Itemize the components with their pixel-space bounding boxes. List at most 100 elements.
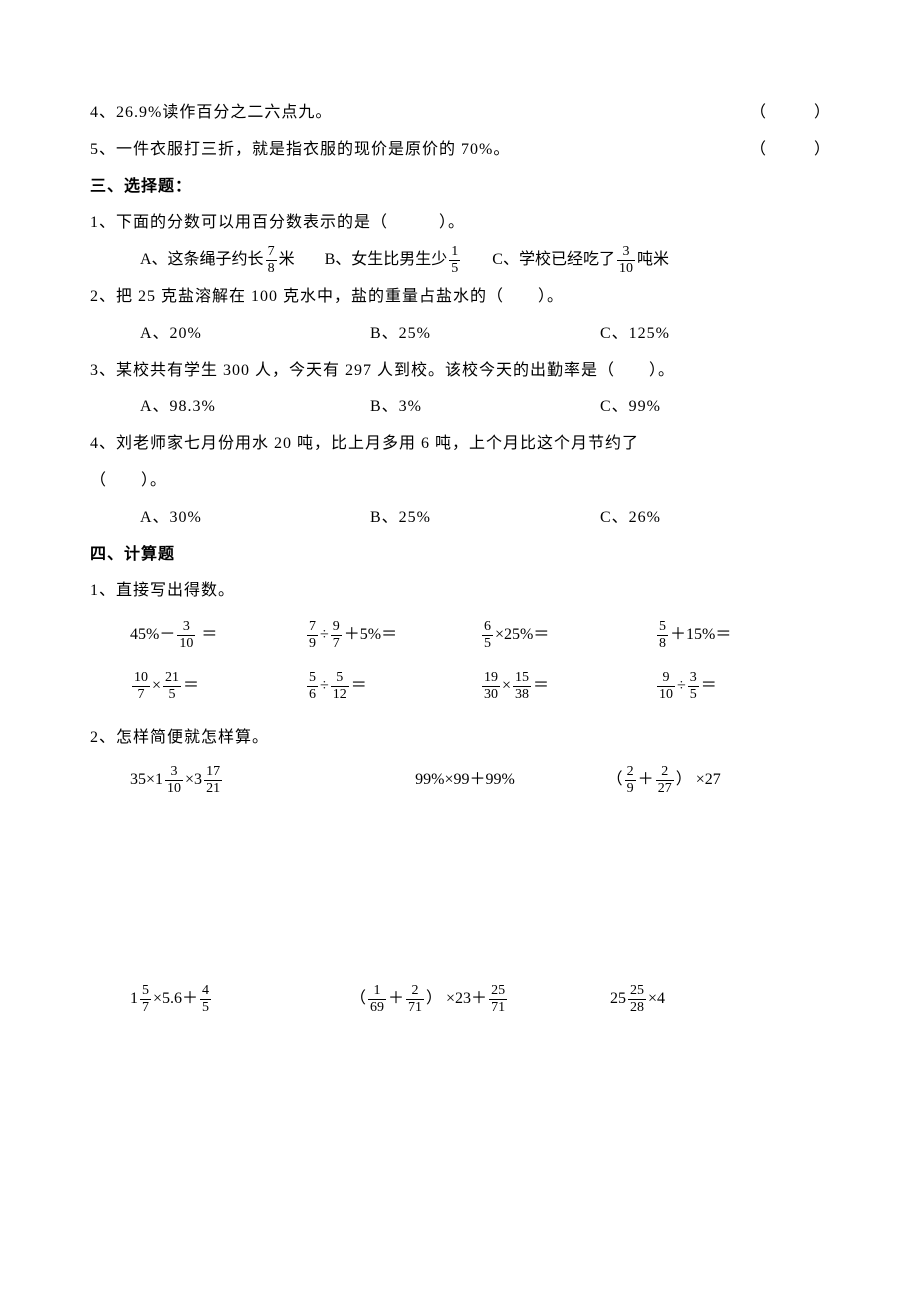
n: 5 <box>657 620 668 636</box>
optA-pre: A、这条绳子约长 <box>140 251 264 268</box>
optB-num: 1 <box>449 245 460 261</box>
optA-post: 米 <box>279 251 295 268</box>
sec4-sub2: 2、怎样简便就怎样算。 <box>90 720 830 757</box>
n: 21 <box>163 671 181 687</box>
d: 5 <box>200 1000 211 1015</box>
dr1-c: 65×25%＝ <box>480 610 655 661</box>
post: ＋5%＝ <box>344 626 397 643</box>
sec3-q4-options: A、30% B、25% C、26% <box>90 500 830 537</box>
direct-row2: 107×215＝ 56÷512＝ 1930×1538＝ 910÷35＝ <box>90 661 830 712</box>
dr1a-frac: 310 <box>175 620 197 651</box>
f1: 1930 <box>480 671 502 702</box>
sr2-b: （169＋271） ×23＋2571 <box>350 976 570 1015</box>
pre: （ <box>607 771 623 788</box>
sec3-q2-stem: 2、把 25 克盐溶解在 100 克水中，盐的重量占盐水的（ ）。 <box>90 279 830 316</box>
sec3-q2-B: B、25% <box>370 316 600 353</box>
pre: 1 <box>130 990 138 1007</box>
mid: ×5.6＋ <box>153 990 198 1007</box>
op: ÷ <box>320 677 329 694</box>
f2: 512 <box>329 671 351 702</box>
f3: 2571 <box>487 984 509 1015</box>
n: 2 <box>406 984 424 1000</box>
d: 71 <box>489 1000 507 1015</box>
dr2-c: 1930×1538＝ <box>480 661 655 712</box>
n: 3 <box>177 620 195 636</box>
n: 6 <box>482 620 493 636</box>
sec3-q1-optA: A、这条绳子约长78米 <box>140 242 295 279</box>
n: 1 <box>368 984 386 1000</box>
d: 5 <box>688 687 699 702</box>
f1: 107 <box>130 671 152 702</box>
optC-num: 3 <box>617 245 635 261</box>
f2: 97 <box>329 620 344 651</box>
post: ＝ <box>351 677 367 694</box>
n: 9 <box>657 671 675 687</box>
n: 10 <box>132 671 150 687</box>
n: 25 <box>628 984 646 1000</box>
n: 5 <box>307 671 318 687</box>
dr2-b: 56÷512＝ <box>305 661 480 712</box>
op: ÷ <box>320 626 329 643</box>
optB-pre: B、女生比男生少 <box>325 251 448 268</box>
sec3-q3-A: A、98.3% <box>140 389 370 426</box>
optB-frac: 15 <box>447 245 462 276</box>
post: ＝ <box>701 677 717 694</box>
dr1-d: 58＋15%＝ <box>655 610 830 661</box>
f2: 215 <box>161 671 183 702</box>
sec3-q4-stem1: 4、刘老师家七月份用水 20 吨，比上月多用 6 吨，上个月比这个月节约了 <box>90 426 830 463</box>
f2: 271 <box>404 984 426 1015</box>
pre: 35×1 <box>130 771 163 788</box>
mid: ＋ <box>638 771 654 788</box>
f1: 56 <box>305 671 320 702</box>
f: 58 <box>655 620 670 651</box>
sec3-q2-A: A、20% <box>140 316 370 353</box>
sec3-q1-optC: C、学校已经吃了310吨米 <box>462 242 669 279</box>
judge-q5-blank: （ ） <box>750 132 830 169</box>
post: ×25%＝ <box>495 626 549 643</box>
post: ＝ <box>533 677 549 694</box>
optA-num: 7 <box>266 245 277 261</box>
dr2-a: 107×215＝ <box>130 661 305 712</box>
dr1a-post: ＝ <box>197 626 217 643</box>
d: 5 <box>163 687 181 702</box>
dr1-a: 45%－310 ＝ <box>130 610 305 661</box>
d: 38 <box>513 687 531 702</box>
d: 7 <box>140 1000 151 1015</box>
judge-q5: 5、一件衣服打三折，就是指衣服的现价是原价的 70%。 （ ） <box>90 132 830 169</box>
n: 2 <box>625 765 636 781</box>
f: 65 <box>480 620 495 651</box>
sec3-q2-options: A、20% B、25% C、125% <box>90 316 830 353</box>
d: 28 <box>628 1000 646 1015</box>
judge-q5-text: 5、一件衣服打三折，就是指衣服的现价是原价的 70%。 <box>90 141 510 158</box>
optB-den: 5 <box>449 261 460 276</box>
post: ＋15%＝ <box>670 626 731 643</box>
op: ÷ <box>677 677 686 694</box>
judge-q4: 4、26.9%读作百分之二六点九。 （ ） <box>90 95 830 132</box>
d: 10 <box>177 636 195 651</box>
n: 5 <box>331 671 349 687</box>
d: 21 <box>204 781 222 796</box>
d: 10 <box>657 687 675 702</box>
sr2-c: 252528×4 <box>570 976 830 1015</box>
f2: 35 <box>686 671 701 702</box>
mid: ×3 <box>185 771 202 788</box>
d: 71 <box>406 1000 424 1015</box>
n: 2 <box>656 765 674 781</box>
n: 19 <box>482 671 500 687</box>
f2: 1538 <box>511 671 533 702</box>
sec3-q1-optB: B、女生比男生少15 <box>295 242 463 279</box>
work-space-1 <box>90 796 830 976</box>
pre: 25 <box>610 990 626 1007</box>
dr2-d: 910÷35＝ <box>655 661 830 712</box>
op: × <box>502 677 511 694</box>
n: 17 <box>204 765 222 781</box>
d: 10 <box>165 781 183 796</box>
sec3-q4-B: B、25% <box>370 500 600 537</box>
sec3-q3-stem: 3、某校共有学生 300 人，今天有 297 人到校。该校今天的出勤率是（ ）。 <box>90 353 830 390</box>
optC-pre: C、学校已经吃了 <box>492 251 615 268</box>
n: 7 <box>307 620 318 636</box>
direct-row1: 45%－310 ＝ 79÷97＋5%＝ 65×25%＝ 58＋15%＝ <box>90 610 830 661</box>
n: 9 <box>331 620 342 636</box>
judge-q4-blank: （ ） <box>750 95 830 132</box>
sec3-q3-B: B、3% <box>370 389 600 426</box>
